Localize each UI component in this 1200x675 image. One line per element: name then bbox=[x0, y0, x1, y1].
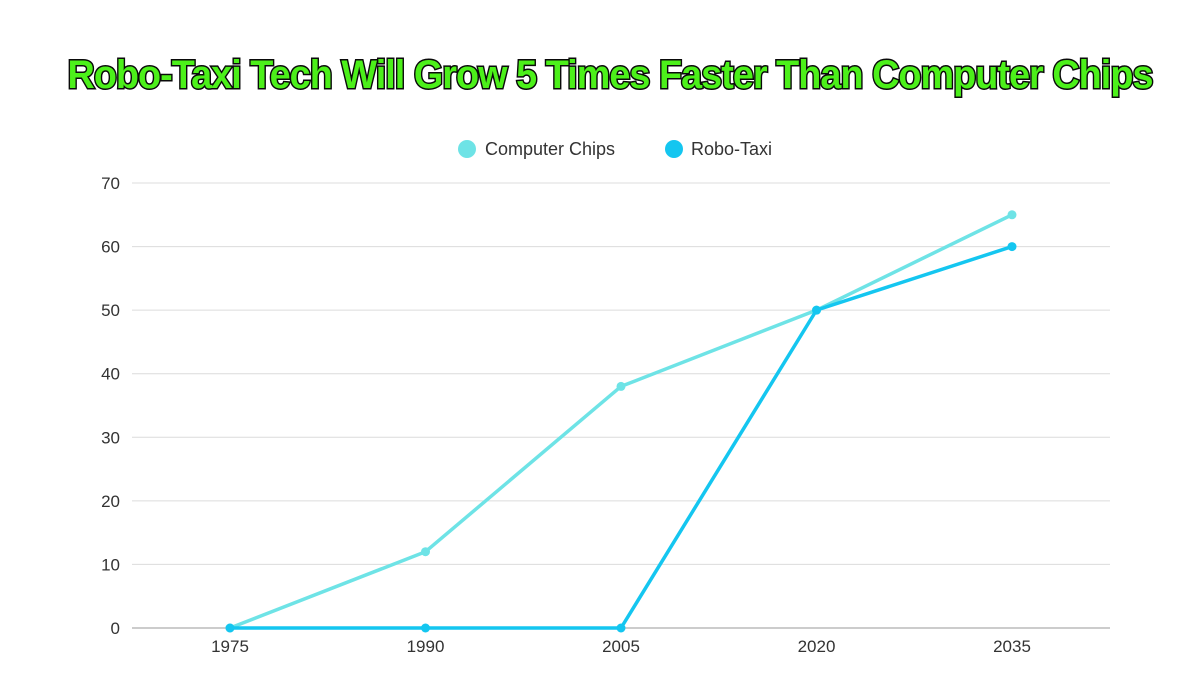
x-axis-ticks: 1975 1990 2005 2020 2035 bbox=[211, 637, 1031, 656]
legend-label: Computer Chips bbox=[485, 139, 615, 159]
y-tick-label: 40 bbox=[101, 365, 120, 384]
legend: Computer Chips Robo-Taxi bbox=[458, 139, 772, 159]
legend-item: Computer Chips bbox=[458, 139, 615, 159]
x-tick-label: 2020 bbox=[798, 637, 836, 656]
data-point bbox=[225, 623, 235, 633]
series-robo-taxi bbox=[225, 242, 1017, 633]
y-axis-ticks: 0 10 20 30 40 50 60 70 bbox=[101, 174, 120, 638]
x-tick-label: 1975 bbox=[211, 637, 249, 656]
legend-swatch bbox=[665, 140, 683, 158]
data-point bbox=[421, 547, 430, 557]
data-point bbox=[812, 305, 821, 315]
y-tick-label: 10 bbox=[101, 555, 120, 574]
data-point bbox=[616, 381, 626, 391]
chart-title: Robo-Taxi Tech Will Grow 5 Times Faster … bbox=[68, 53, 1153, 97]
y-tick-label: 60 bbox=[101, 238, 120, 257]
gridlines bbox=[132, 182, 1110, 629]
series-layer bbox=[225, 210, 1017, 633]
data-point bbox=[421, 623, 430, 633]
legend-item: Robo-Taxi bbox=[665, 139, 772, 159]
series-computer-chips bbox=[225, 210, 1017, 633]
data-point bbox=[1007, 210, 1017, 220]
data-point bbox=[616, 623, 626, 633]
y-tick-label: 30 bbox=[101, 428, 120, 447]
series-line bbox=[228, 213, 1014, 630]
legend-swatch bbox=[458, 140, 476, 158]
data-point bbox=[1007, 242, 1017, 252]
y-tick-label: 50 bbox=[101, 301, 120, 320]
legend-label: Robo-Taxi bbox=[691, 139, 772, 159]
x-tick-label: 1990 bbox=[407, 637, 445, 656]
x-tick-label: 2035 bbox=[993, 637, 1031, 656]
y-tick-label: 0 bbox=[111, 619, 120, 638]
y-tick-label: 70 bbox=[101, 174, 120, 193]
y-tick-label: 20 bbox=[101, 492, 120, 511]
x-tick-label: 2005 bbox=[602, 637, 640, 656]
